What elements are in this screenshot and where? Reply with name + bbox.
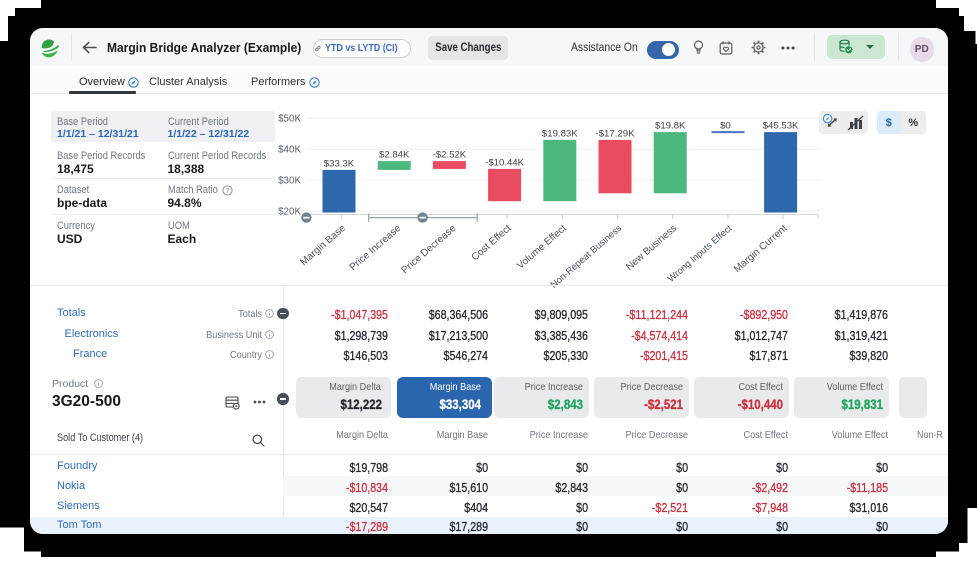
svg-text:Price Increase: Price Increase [348, 223, 404, 274]
svg-text:$0: $0 [720, 121, 731, 132]
svg-text:Margin Current: Margin Current [732, 223, 790, 275]
svg-text:$20K: $20K [278, 206, 301, 217]
svg-text:-$2.52K: -$2.52K [433, 150, 467, 161]
svg-text:$50K: $50K [278, 114, 301, 125]
svg-text:-$10.44K: -$10.44K [485, 157, 525, 168]
svg-text:$19.83K: $19.83K [542, 128, 578, 139]
svg-text:?: ? [226, 188, 230, 195]
svg-text:Cost Effect: Cost Effect [470, 223, 514, 263]
svg-text:-$17.29K: -$17.29K [596, 128, 636, 139]
svg-text:Price Decrease: Price Decrease [400, 223, 459, 276]
svg-text:New Business: New Business [624, 223, 679, 273]
svg-text:Volume Effect: Volume Effect [515, 223, 569, 272]
svg-text:Margin Base: Margin Base [298, 223, 348, 268]
svg-text:$19.8K: $19.8K [655, 121, 686, 132]
svg-text:$33.3K: $33.3K [324, 158, 355, 169]
svg-text:$40K: $40K [278, 145, 301, 156]
svg-text:$2.84K: $2.84K [379, 150, 410, 161]
svg-text:$30K: $30K [278, 176, 301, 187]
svg-text:$45.53K: $45.53K [763, 121, 799, 132]
